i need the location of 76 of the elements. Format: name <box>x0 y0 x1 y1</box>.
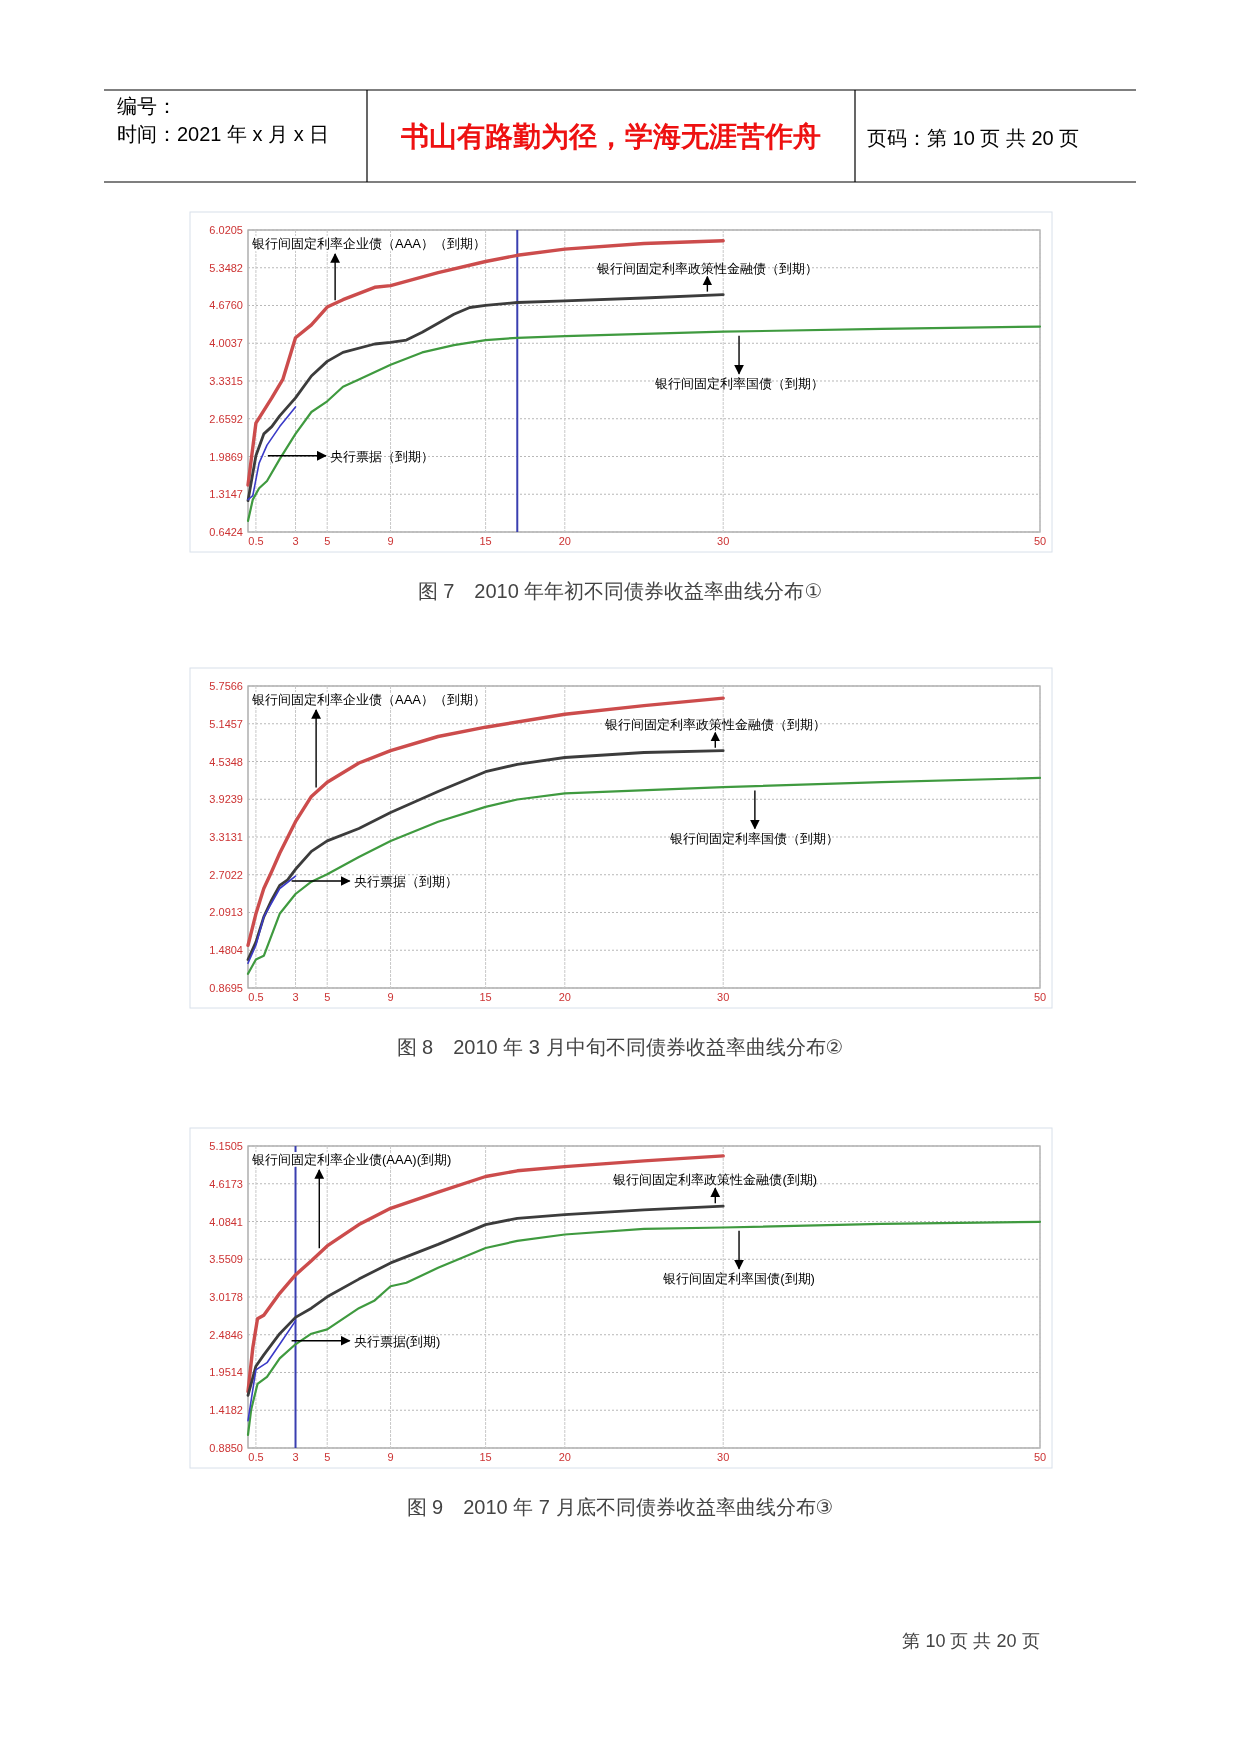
line-series <box>246 325 1042 522</box>
y-tick-label: 0.8695 <box>209 982 243 994</box>
x-tick-label: 20 <box>558 535 571 547</box>
line-series <box>247 1320 297 1422</box>
y-tick-label: 2.0913 <box>209 906 243 919</box>
x-tick-label: 15 <box>479 991 492 1003</box>
x-tick-label: 50 <box>1033 535 1047 547</box>
annotation: 银行间固定利率国债（到期） <box>653 375 824 391</box>
text: 图 9 2010 年 7 月底不同债券收益率曲线分布③ <box>406 1496 834 1518</box>
y-tick-label: 4.6173 <box>209 1177 243 1190</box>
x-tick-label: 3 <box>292 535 299 547</box>
line-series <box>246 1220 1042 1436</box>
y-tick-label: 2.6592 <box>209 412 243 425</box>
x-tick-label: 3 <box>292 991 299 1003</box>
y-tick-label: 1.9514 <box>209 1366 243 1379</box>
annotation: 银行间固定利率政策性金融债(到期) <box>612 1172 818 1188</box>
x-tick-label: 20 <box>558 991 571 1003</box>
y-tick-label: 5.1505 <box>209 1140 243 1152</box>
y-tick-label: 2.7022 <box>209 868 243 881</box>
x-tick-label: 15 <box>479 535 492 547</box>
y-tick-label: 1.3147 <box>209 488 243 501</box>
x-tick-label: 9 <box>387 1451 394 1463</box>
annotation: 银行间固定利率企业债（AAA）（到期） <box>251 236 487 251</box>
y-tick-label: 4.0841 <box>209 1215 243 1228</box>
annotation: 央行票据（到期） <box>329 448 434 464</box>
x-tick-label: 30 <box>717 535 730 547</box>
line-series <box>247 406 297 501</box>
y-tick-label: 5.1457 <box>209 717 243 730</box>
x-tick-label: 5 <box>324 535 331 547</box>
x-tick-label: 0.5 <box>248 1451 264 1463</box>
text: 编号： <box>117 95 177 117</box>
y-tick-label: 3.9239 <box>209 793 243 806</box>
y-tick-label: 0.6424 <box>209 526 243 538</box>
y-tick-label: 1.4182 <box>209 1404 243 1417</box>
y-tick-label: 3.0178 <box>209 1291 243 1303</box>
text: 书山有路勤为径，学海无涯苦作舟 <box>400 121 821 152</box>
y-tick-label: 4.6760 <box>209 299 243 312</box>
text: 第 10 页 共 20 页 <box>902 1631 1040 1651</box>
text: 图 7 2010 年年初不同债券收益率曲线分布① <box>417 580 823 602</box>
x-tick-label: 5 <box>324 1451 331 1463</box>
x-tick-label: 20 <box>558 1451 571 1463</box>
annotation: 央行票据（到期） <box>353 874 458 890</box>
y-tick-label: 1.4804 <box>209 944 243 957</box>
x-tick-label: 30 <box>717 1451 730 1463</box>
x-tick-label: 15 <box>479 1451 492 1463</box>
annotation: 央行票据(到期) <box>353 1333 441 1349</box>
text: 页码：第 10 页 共 20 页 <box>867 127 1080 149</box>
y-tick-label: 6.0205 <box>209 224 243 236</box>
x-tick-label: 5 <box>324 991 331 1003</box>
y-tick-label: 0.8850 <box>209 1442 243 1454</box>
y-tick-label: 5.7566 <box>209 680 243 692</box>
line-series <box>247 875 297 965</box>
x-tick-label: 9 <box>387 991 394 1003</box>
annotation: 银行间固定利率国债(到期) <box>662 1270 815 1286</box>
x-tick-label: 3 <box>292 1451 299 1463</box>
x-tick-label: 0.5 <box>248 535 264 547</box>
y-tick-label: 2.4846 <box>209 1328 243 1341</box>
y-tick-label: 4.5348 <box>209 755 243 768</box>
annotation: 银行间固定利率国债（到期） <box>669 830 840 846</box>
y-tick-label: 3.3315 <box>209 375 243 387</box>
x-tick-label: 0.5 <box>248 991 264 1003</box>
x-tick-label: 50 <box>1033 991 1047 1003</box>
x-tick-label: 30 <box>717 991 730 1003</box>
annotation: 银行间固定利率政策性金融债（到期） <box>603 716 826 732</box>
annotation: 银行间固定利率企业债（AAA）（到期） <box>251 692 487 707</box>
y-tick-label: 1.9869 <box>209 450 243 463</box>
x-tick-label: 50 <box>1033 1451 1047 1463</box>
y-tick-label: 3.5509 <box>209 1253 243 1266</box>
text: 图 8 2010 年 3 月中旬不同债券收益率曲线分布② <box>396 1036 844 1058</box>
line-series <box>246 776 1042 975</box>
annotation: 银行间固定利率政策性金融债（到期） <box>595 260 818 276</box>
y-tick-label: 3.3131 <box>209 831 243 843</box>
x-tick-label: 9 <box>387 535 394 547</box>
y-tick-label: 5.3482 <box>209 261 243 274</box>
text: 时间：2021 年 x 月 x 日 <box>117 123 330 145</box>
y-tick-label: 4.0037 <box>209 337 243 350</box>
